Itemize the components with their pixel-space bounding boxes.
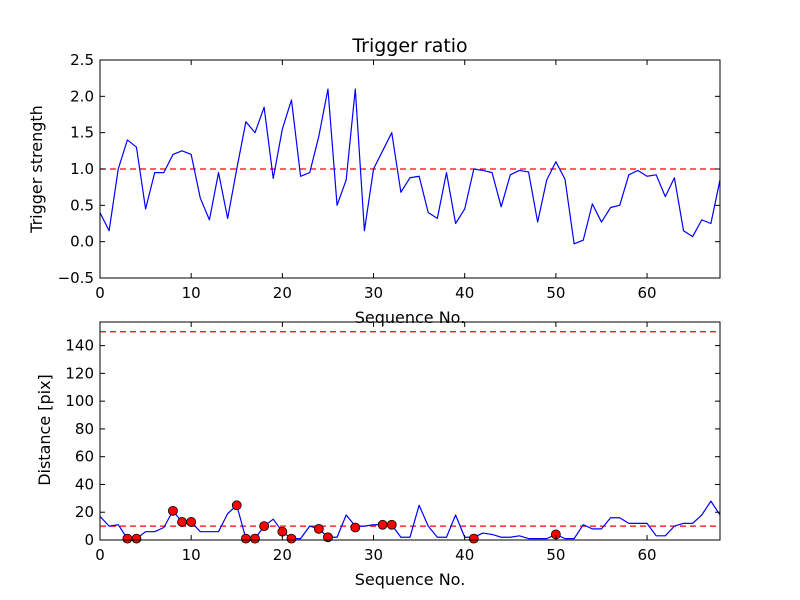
- top-y-tick-label: 0.0: [70, 233, 94, 251]
- bottom-y-tick-label: 80: [75, 420, 94, 438]
- bottom-marker-point: [131, 533, 142, 544]
- bottom-marker-point: [386, 519, 397, 530]
- bottom-x-tick-label: 10: [182, 546, 201, 564]
- top-y-tick-label: 0.5: [70, 196, 94, 214]
- top-y-axis-label: Trigger strength: [27, 105, 46, 234]
- top-y-tick-label: 2.5: [70, 51, 94, 69]
- bottom-x-axis-label: Sequence No.: [355, 570, 466, 589]
- bottom-marker-point: [177, 517, 187, 527]
- top-plot-area: [100, 88, 720, 245]
- top-x-tick-label: 50: [546, 284, 565, 302]
- top-x-tick-label: 0: [95, 284, 105, 302]
- bottom-marker-point: [231, 500, 242, 511]
- bottom-marker-point: [286, 533, 297, 544]
- bottom-plot-area: [100, 331, 720, 540]
- bottom-x-tick-label: 40: [455, 546, 474, 564]
- bottom-x-tick-label: 50: [546, 546, 565, 564]
- top-ticks: 0 10 20 30 40 50 60 −0.5 0.0 0.5 1.0 1.5 2.0 2.5: [58, 51, 720, 302]
- bottom-panel: 0 10 20 30 40 50 60 0 20 40 60 80 100 120 140 Sequence…: [35, 321, 721, 589]
- top-title: Trigger ratio: [351, 35, 467, 57]
- bottom-y-tick-label: 20: [75, 503, 94, 521]
- top-y-tick-label: 2.0: [70, 87, 94, 105]
- bottom-marker-point: [377, 519, 388, 530]
- bottom-plot-content: [100, 331, 720, 544]
- bottom-y-tick-label: 60: [75, 448, 94, 466]
- top-x-tick-label: 10: [182, 284, 201, 302]
- top-series-line-0: [100, 88, 720, 245]
- bottom-y-tick-label: 40: [75, 475, 94, 493]
- bottom-y-tick-label: 0: [84, 531, 94, 549]
- bottom-marker-point: [277, 526, 288, 537]
- bottom-marker-point: [168, 505, 178, 516]
- bottom-y-tick-label: 120: [65, 364, 94, 382]
- bottom-ticks: 0 10 20 30 40 50 60 0 20 40 60 80 100 120 140: [65, 322, 720, 564]
- bottom-series-line-0: [100, 500, 720, 540]
- bottom-marker-point: [313, 523, 324, 534]
- top-x-tick-label: 40: [455, 284, 474, 302]
- bottom-marker-point: [259, 521, 270, 532]
- bottom-marker-point: [122, 533, 133, 544]
- bottom-marker-point: [323, 532, 333, 543]
- bottom-marker-point: [350, 522, 361, 533]
- bottom-y-tick-label: 100: [65, 392, 94, 410]
- bottom-axes-frame: [99, 321, 721, 541]
- top-x-tick-label: 20: [273, 284, 292, 302]
- top-x-tick-label: 60: [638, 284, 657, 302]
- bottom-x-tick-label: 30: [364, 546, 383, 564]
- bottom-marker-point: [186, 517, 197, 527]
- top-plot-content: [100, 88, 720, 245]
- bottom-x-tick-label: 20: [273, 546, 292, 564]
- bottom-y-tick-label: 140: [65, 337, 94, 355]
- top-y-tick-label: 1.0: [70, 160, 94, 178]
- bottom-x-tick-label: 60: [638, 546, 657, 564]
- bottom-x-tick-label: 0: [95, 546, 105, 564]
- bottom-marker-point: [250, 533, 260, 544]
- top-x-tick-label: 30: [364, 284, 383, 302]
- top-x-axis-label: Sequence No.: [355, 308, 466, 327]
- top-y-tick-label: 1.5: [70, 124, 94, 142]
- bottom-marker-point: [240, 533, 251, 544]
- bottom-y-axis-label: Distance [pix]: [35, 374, 54, 486]
- top-y-tick-label: −0.5: [58, 269, 94, 287]
- bottom-marker-point: [468, 533, 479, 544]
